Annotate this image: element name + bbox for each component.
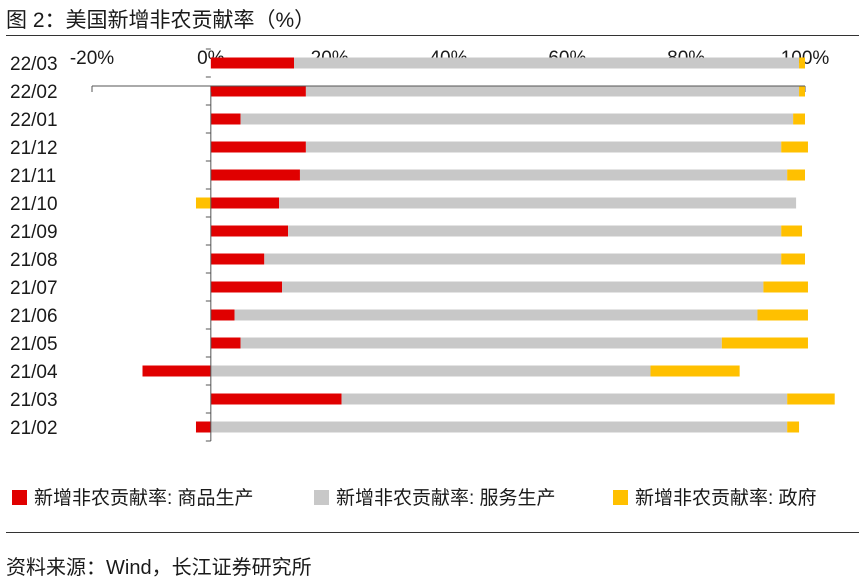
bar-21-07-series-2 [282,281,764,293]
bar-21-05-series-2 [240,337,722,349]
bar-21-12-series-1 [210,141,306,153]
category-label: 21/06 [10,306,58,327]
bar-22-01-series-1 [210,113,241,125]
bar-21-06-series-1 [210,309,235,321]
bar-21-11-series-3 [787,169,805,181]
bar-22-03-series-1 [210,57,295,69]
category-label: 21/10 [10,194,58,215]
bar-22-03-series-2 [294,57,800,69]
bar-21-02-series-1 [195,421,211,433]
category-label: 21/05 [10,334,58,355]
bar-21-10-series-1 [210,197,280,209]
category-label: 21/11 [10,166,56,187]
category-label: 21/08 [10,250,58,271]
bar-21-02-series-3 [787,421,800,433]
bar-22-01-series-3 [793,113,805,125]
bar-21-03-series-2 [341,393,788,405]
bar-21-08-series-3 [781,253,805,265]
figure-source: 资料来源：Wind，长江证券研究所 [6,557,312,579]
figure-title: 图 2：美国新增非农贡献率（%） [6,9,316,32]
legend-label-1: 新增非农贡献率: 商品生产 [34,487,254,509]
bar-21-11-series-2 [299,169,788,181]
bar-22-02-series-1 [210,85,306,97]
bar-21-09-series-3 [781,225,803,237]
bar-21-06-series-3 [757,309,808,321]
bar-21-12-series-3 [781,141,808,153]
bar-22-02-series-3 [799,85,805,97]
legend-swatch-3 [613,490,628,505]
bar-21-02-series-2 [210,421,788,433]
category-label: 22/03 [10,54,58,75]
bar-22-03-series-3 [799,57,805,69]
axes [92,48,805,442]
category-label: 22/02 [10,82,58,103]
bar-21-10-series-3 [195,197,211,209]
legend-label-2: 新增非农贡献率: 服务生产 [336,487,556,509]
category-label: 21/12 [10,138,58,159]
bar-22-02-series-2 [305,85,800,97]
bars [142,57,835,433]
bar-22-01-series-2 [240,113,794,125]
category-label: 21/09 [10,222,58,243]
bar-21-04-series-1 [142,365,211,377]
bar-21-06-series-2 [234,309,758,321]
bar-21-03-series-3 [787,393,835,405]
bar-21-04-series-3 [650,365,740,377]
bar-21-08-series-1 [210,253,265,265]
category-label: 21/07 [10,278,58,299]
bar-21-09-series-2 [288,225,782,237]
legend-swatch-1 [12,490,27,505]
bar-21-03-series-1 [210,393,342,405]
bar-21-08-series-2 [264,253,782,265]
bar-21-05-series-1 [210,337,241,349]
category-label: 21/04 [10,362,58,383]
category-label: 21/03 [10,390,58,411]
legend: 新增非农贡献率: 商品生产 新增非农贡献率: 服务生产 新增非农贡献率: 政府 [12,487,817,509]
bar-21-11-series-1 [210,169,300,181]
bar-21-04-series-2 [210,365,651,377]
stacked-bar-chart: -20%0%20%40%60%80%100% 22/03 22/02 22/01 21… [10,48,835,509]
category-labels: 22/03 22/02 22/01 21/12 21/11 21/10 21/09 21/08… [10,54,58,439]
title-divider [6,35,859,36]
category-label: 22/01 [10,110,58,131]
footer-divider [6,532,859,533]
bar-21-07-series-3 [763,281,808,293]
bar-21-09-series-1 [210,225,289,237]
bar-21-07-series-1 [210,281,283,293]
legend-swatch-2 [314,490,329,505]
bar-21-05-series-3 [721,337,808,349]
x-tick-label: -20% [70,48,114,69]
bar-21-12-series-2 [305,141,782,153]
category-label: 21/02 [10,418,58,439]
legend-label-3: 新增非农贡献率: 政府 [635,487,817,509]
bar-21-10-series-2 [279,197,797,209]
x-axis-ticks: -20%0%20%40%60%80%100% [70,48,829,92]
